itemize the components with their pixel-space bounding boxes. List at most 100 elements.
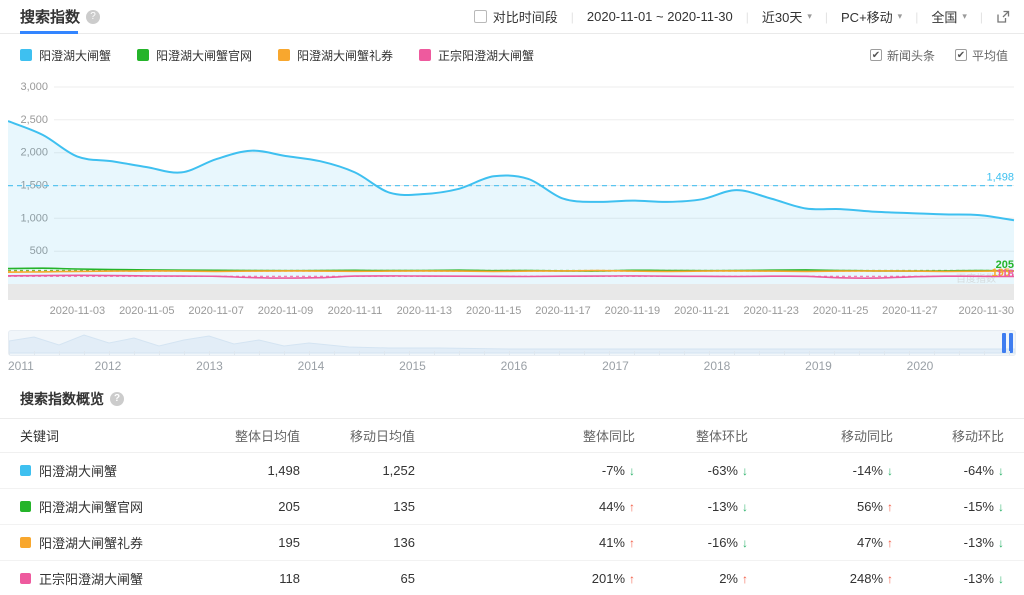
series-line xyxy=(8,274,1015,279)
divider: | xyxy=(824,9,829,24)
chevron-down-icon: ▾ xyxy=(807,11,812,21)
keyword-cell[interactable]: 阳澄湖大闸蟹官网 xyxy=(20,497,220,516)
slider-handle-left[interactable] xyxy=(1002,333,1006,353)
value-cell-overall_yoy: 44% ↑ xyxy=(415,499,635,514)
keyword-cell[interactable]: 阳澄湖大闸蟹 xyxy=(20,461,220,480)
watermark: 百度指数 xyxy=(956,272,996,285)
arrow-up-icon: ↑ xyxy=(887,572,893,586)
toggle-新闻头条[interactable]: ✔ 新闻头条 xyxy=(869,47,935,64)
value-text: 195 xyxy=(278,535,300,550)
value-text: -14% xyxy=(852,463,883,478)
value-text: -13% xyxy=(963,535,994,550)
y-axis-tick-label: 1,000 xyxy=(20,212,48,224)
keyword-cell[interactable]: 阳澄湖大闸蟹礼券 xyxy=(20,533,220,552)
column-header: 整体日均值 xyxy=(234,429,300,444)
average-value-label: 1,498 xyxy=(986,172,1014,184)
series-line xyxy=(8,269,1015,273)
value-cell-overall_mom: -16% ↓ xyxy=(635,535,748,550)
slider-handle-right[interactable] xyxy=(1009,333,1013,353)
help-icon[interactable]: ? xyxy=(110,392,124,406)
legend-items: 阳澄湖大闸蟹 阳澄湖大闸蟹官网 阳澄湖大闸蟹礼券 正宗阳澄湖大闸蟹 xyxy=(20,47,560,64)
value-cell-overall_yoy: 41% ↑ xyxy=(415,535,635,550)
value-cell-mobile_avg: 1,252 xyxy=(300,463,415,478)
timeline-sparkline xyxy=(9,334,1015,354)
legend-color-swatch xyxy=(419,49,432,61)
column-header: 移动环比 xyxy=(951,429,1004,444)
open-external-icon[interactable] xyxy=(996,10,1010,24)
trend-chart[interactable]: 500 1,000 1,500 2,000 2,500 3,000 百度指数 1,498 205… xyxy=(0,70,1024,320)
table-row[interactable]: 阳澄湖大闸蟹 1,498 1,252 -7% ↓ -63% ↓ -14% ↓ -64% ↓ xyxy=(0,453,1024,489)
table-header-row: 关键词 整体日均值 移动日均值 整体同比 整体环比 移动同比 移动环比 xyxy=(0,419,1024,453)
toggle-label: 平均值 xyxy=(971,48,1008,63)
overview-title: 搜索指数概览 xyxy=(20,391,104,407)
y-axis-tick-label: 2,000 xyxy=(20,147,48,159)
x-axis-tick-label: 2020-11-23 xyxy=(743,305,798,317)
compare-period-toggle[interactable]: 对比时间段 xyxy=(473,7,558,26)
chevron-down-icon: ▾ xyxy=(897,11,903,21)
divider: | xyxy=(570,9,574,24)
value-text: -16% xyxy=(707,535,738,550)
legend-label: 阳澄湖大闸蟹 xyxy=(39,48,112,63)
value-cell-overall_yoy: -7% ↓ xyxy=(415,463,635,478)
value-text: -64% xyxy=(963,463,994,478)
table-row[interactable]: 阳澄湖大闸蟹礼券 195 136 41% ↑ -16% ↓ 47% ↑ -13% ↓ xyxy=(0,525,1024,561)
toggle-label: 新闻头条 xyxy=(886,48,935,63)
x-axis-tick-label: 2020-11-03 xyxy=(50,305,105,317)
compare-checkbox[interactable] xyxy=(473,10,487,23)
arrow-down-icon: ↓ xyxy=(887,464,893,478)
legend-item[interactable]: 正宗阳澄湖大闸蟹 xyxy=(419,47,534,64)
series-line-main xyxy=(8,120,1015,222)
value-text: 65 xyxy=(400,571,415,586)
value-cell-mobile_avg: 135 xyxy=(300,499,415,514)
news-headline-band xyxy=(8,284,1014,300)
value-text: -13% xyxy=(707,499,738,514)
table-row[interactable]: 阳澄湖大闸蟹官网 205 135 44% ↑ -13% ↓ 56% ↑ -15% ↓ xyxy=(0,489,1024,525)
date-range-picker[interactable]: 2020-11-01 ~ 2020-11-30 xyxy=(587,9,733,24)
value-text: -15% xyxy=(963,499,994,514)
time-range-dropdown[interactable]: 近30天 ▾ xyxy=(762,7,812,26)
year-label: 2011 xyxy=(8,359,34,373)
value-text: 1,252 xyxy=(382,463,415,478)
keyword-cell[interactable]: 正宗阳澄湖大闸蟹 xyxy=(20,569,220,588)
keyword-label: 阳澄湖大闸蟹官网 xyxy=(39,500,144,515)
legend-color-swatch xyxy=(278,49,291,61)
arrow-up-icon: ↑ xyxy=(887,500,893,514)
value-cell-mobile_mom: -64% ↓ xyxy=(893,463,1004,478)
keyword-label: 阳澄湖大闸蟹 xyxy=(39,464,118,479)
value-cell-overall_avg: 118 xyxy=(220,571,300,586)
x-axis-tick-label: 2020-11-15 xyxy=(466,305,521,317)
value-cell-mobile_yoy: 56% ↑ xyxy=(748,499,893,514)
x-axis-tick-label: 2020-11-21 xyxy=(674,305,729,317)
timeline-year-labels: 2011 2012 2013 2014 2015 2016 2017 2018 2019 2020 xyxy=(8,359,1016,374)
active-tab-underline xyxy=(20,31,78,34)
trend-chart-canvas[interactable]: 500 1,000 1,500 2,000 2,500 3,000 百度指数 1,498 205… xyxy=(8,70,1018,320)
value-cell-mobile_avg: 65 xyxy=(300,571,415,586)
legend-item[interactable]: 阳澄湖大闸蟹官网 xyxy=(137,47,252,64)
y-axis-tick-label: 2,500 xyxy=(20,114,48,126)
column-header: 关键词 xyxy=(20,429,60,444)
checkbox-checked-icon[interactable]: ✔ xyxy=(954,49,967,61)
table-row[interactable]: 正宗阳澄湖大闸蟹 118 65 201% ↑ 2% ↑ 248% ↑ -13% ↓ xyxy=(0,561,1024,595)
value-cell-mobile_mom: -13% ↓ xyxy=(893,571,1004,586)
keyword-color-swatch xyxy=(20,465,31,476)
checkbox-checked-icon[interactable]: ✔ xyxy=(869,49,882,61)
value-cell-mobile_mom: -15% ↓ xyxy=(893,499,1004,514)
region-dropdown[interactable]: 全国 ▾ xyxy=(931,7,967,26)
value-cell-overall_mom: -63% ↓ xyxy=(635,463,748,478)
value-cell-mobile_yoy: 47% ↑ xyxy=(748,535,893,550)
arrow-up-icon: ↑ xyxy=(742,572,748,586)
value-cell-overall_avg: 205 xyxy=(220,499,300,514)
series-end-value-label: 205 xyxy=(996,259,1014,271)
region-value: 全国 xyxy=(931,10,958,25)
year-label: 2018 xyxy=(703,359,731,373)
legend-item[interactable]: 阳澄湖大闸蟹礼券 xyxy=(278,47,393,64)
toggle-平均值[interactable]: ✔ 平均值 xyxy=(954,47,1008,64)
legend-item[interactable]: 阳澄湖大闸蟹 xyxy=(20,47,111,64)
value-text: -63% xyxy=(707,463,738,478)
x-axis-tick-label: 2020-11-30 xyxy=(959,305,1014,317)
value-cell-overall_mom: 2% ↑ xyxy=(635,571,748,586)
help-icon[interactable]: ? xyxy=(86,9,101,24)
timeline-slider[interactable] xyxy=(8,330,1016,356)
platform-dropdown[interactable]: PC+移动 ▾ xyxy=(841,7,902,26)
arrow-down-icon: ↓ xyxy=(998,464,1004,478)
